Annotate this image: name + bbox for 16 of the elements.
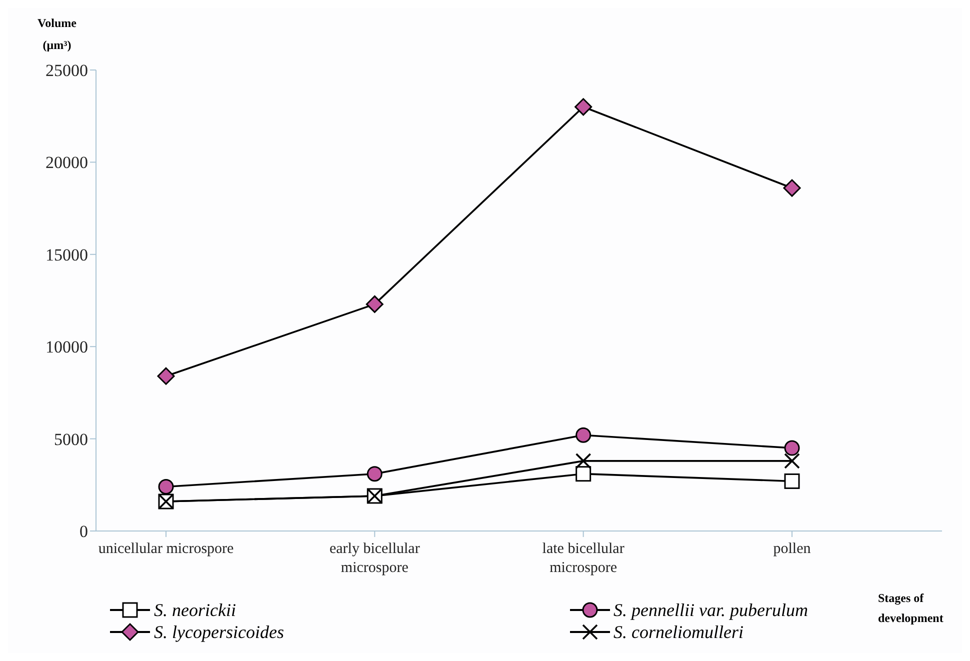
legend-label: S. lycopersicoides (154, 622, 284, 642)
y-tick-label: 10000 (46, 338, 88, 357)
y-tick-label: 25000 (46, 61, 88, 80)
y-axis-title: Volume (μm³) (36, 15, 78, 54)
x-tick-label: unicellular microspore (98, 541, 234, 557)
y-tick-label: 20000 (46, 153, 88, 172)
x-tick-label: early bicellular microspore (329, 541, 420, 576)
legend-label: S. pennellii var. puberulum (614, 600, 808, 620)
y-tick-label: 0 (80, 522, 88, 542)
legend-label: S. neorickii (154, 600, 236, 620)
x-axis-title: Stages of development (878, 590, 944, 627)
x-tick-label: pollen (773, 541, 812, 557)
y-tick-label: 15000 (46, 245, 88, 264)
y-tick-label: 5000 (54, 430, 88, 449)
legend-label: S. corneliomulleri (614, 622, 744, 642)
x-tick-label: late bicellular microspore (542, 541, 624, 576)
